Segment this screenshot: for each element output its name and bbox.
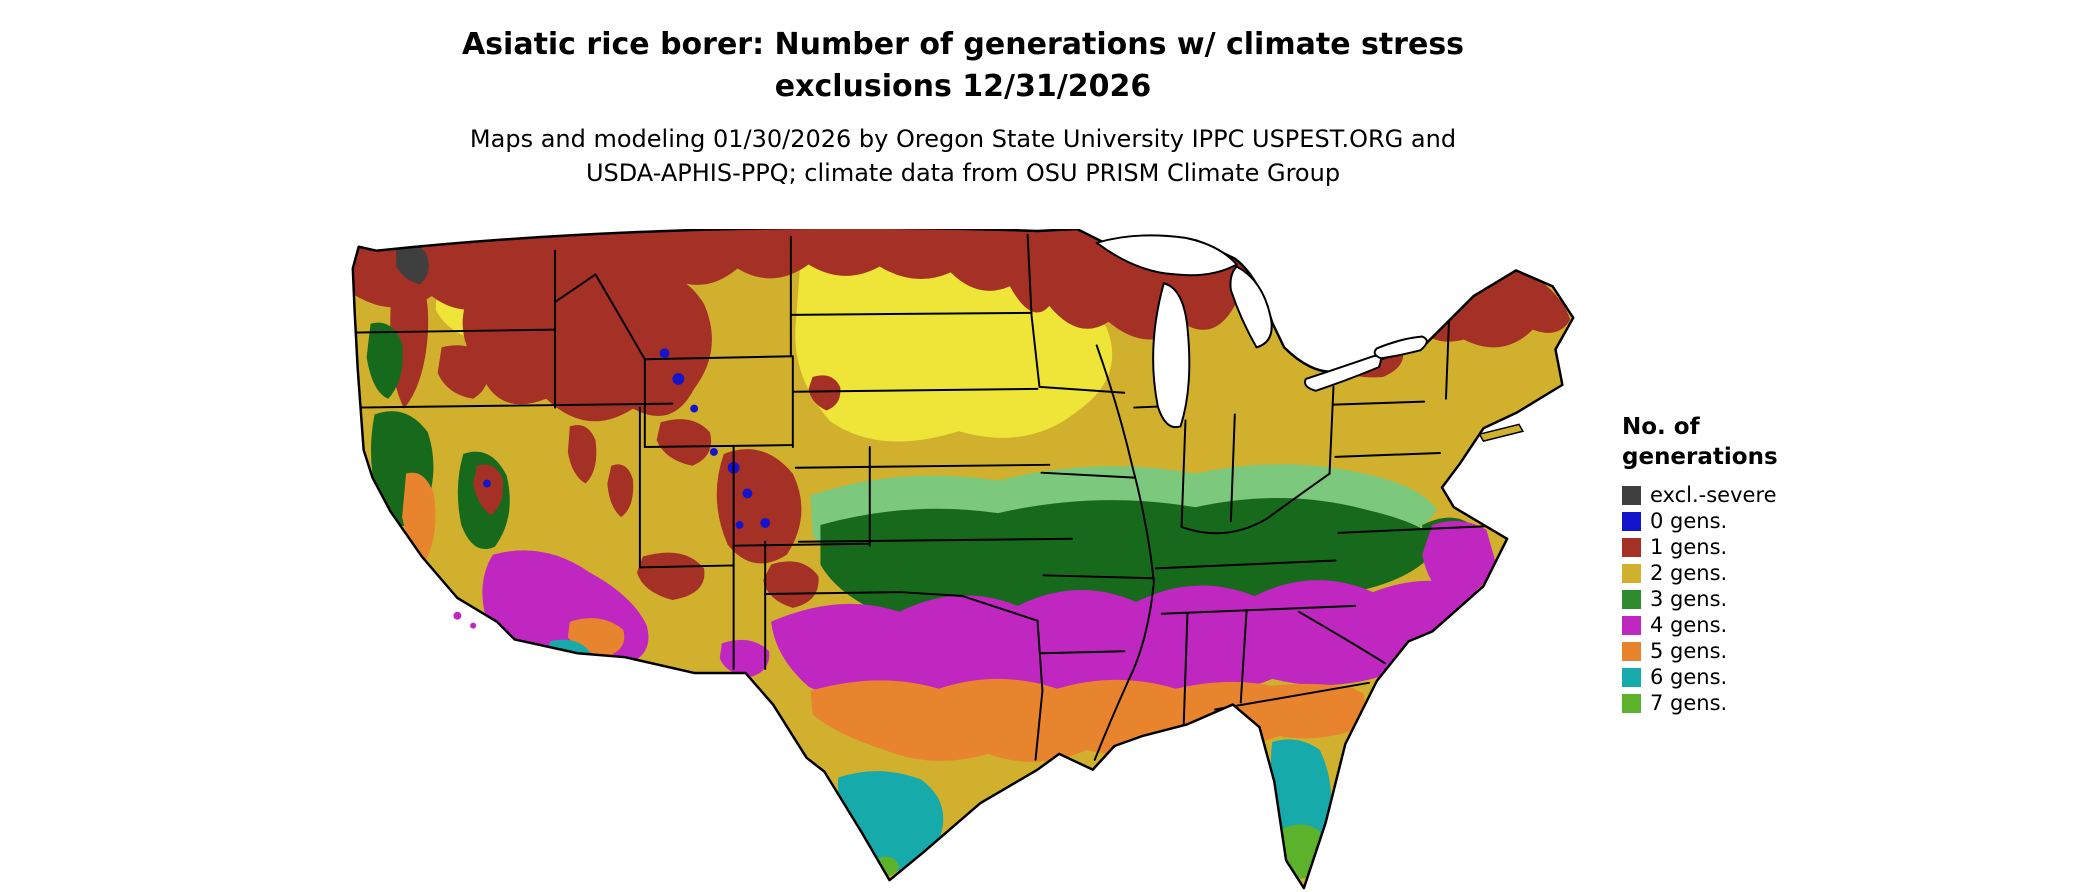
legend-swatch-excl-severe [1622, 485, 1641, 505]
legend-swatch-4-gens [1622, 615, 1641, 635]
legend-swatch-0-gens [1622, 511, 1641, 531]
us-map-container [341, 226, 1586, 892]
legend-item: 5 gens. [1622, 638, 1778, 664]
legend-swatch-1-gens [1622, 537, 1641, 557]
legend-label: 1 gens. [1650, 535, 1728, 559]
legend-item: 2 gens. [1622, 560, 1778, 586]
legend-item: 4 gens. [1622, 612, 1778, 638]
channel-island [470, 622, 477, 629]
legend-label: 3 gens. [1650, 587, 1728, 611]
legend-swatch-3-gens [1622, 589, 1641, 609]
legend-swatch-7-gens [1622, 693, 1641, 713]
legend-label: 6 gens. [1650, 665, 1728, 689]
legend-swatch-5-gens [1622, 641, 1641, 661]
legend-swatch-6-gens [1622, 667, 1641, 687]
region-0-generations [483, 348, 771, 529]
legend-label: excl.-severe [1650, 483, 1777, 507]
legend-title-line2: generations [1622, 444, 1778, 470]
us-outline [351, 226, 1575, 890]
legend-item: 1 gens. [1622, 534, 1778, 560]
legend-label: 5 gens. [1650, 639, 1728, 663]
state-borders [352, 233, 1493, 761]
channel-island [453, 611, 462, 620]
lake-ontario [1373, 335, 1428, 360]
us-map [351, 226, 1575, 890]
legend-item: 0 gens. [1622, 508, 1778, 534]
legend-item: 3 gens. [1622, 586, 1778, 612]
region-1-generation-sierra-detail [473, 464, 504, 516]
legend-label: 4 gens. [1650, 613, 1728, 637]
legend-title: No. of generations [1622, 412, 1778, 472]
legend-item: excl.-severe [1622, 482, 1778, 508]
figure-title-line2: exclusions 12/31/2026 [774, 69, 1152, 104]
figure-title: Asiatic rice borer: Number of generation… [462, 24, 1464, 108]
legend-label: 7 gens. [1650, 691, 1728, 715]
lake-erie [1304, 354, 1382, 392]
legend-label: 0 gens. [1650, 509, 1728, 533]
lake-superior [1095, 234, 1238, 277]
region-1-generation [352, 229, 1571, 608]
legend-label: 2 gens. [1650, 561, 1728, 585]
figure-title-line1: Asiatic rice borer: Number of generation… [461, 27, 1465, 62]
long-island [1478, 423, 1525, 442]
legend: No. of generations excl.-severe 0 gens. … [1622, 412, 1778, 716]
figure-subtitle-line2: USDA-APHIS-PPQ; climate data from OSU PR… [585, 159, 1341, 187]
legend-item: 6 gens. [1622, 664, 1778, 690]
region-exclusion-severe [396, 244, 429, 285]
lake-huron [1229, 265, 1273, 349]
figure-subtitle-line1: Maps and modeling 01/30/2026 by Oregon S… [469, 125, 1457, 153]
lake-michigan [1152, 282, 1191, 429]
legend-swatch-2-gens [1622, 563, 1641, 583]
legend-item: 7 gens. [1622, 690, 1778, 716]
legend-title-line1: No. of [1622, 414, 1700, 440]
great-lakes [1095, 234, 1428, 429]
offshore-islands [453, 423, 1525, 629]
figure-subtitle: Maps and modeling 01/30/2026 by Oregon S… [470, 122, 1456, 190]
